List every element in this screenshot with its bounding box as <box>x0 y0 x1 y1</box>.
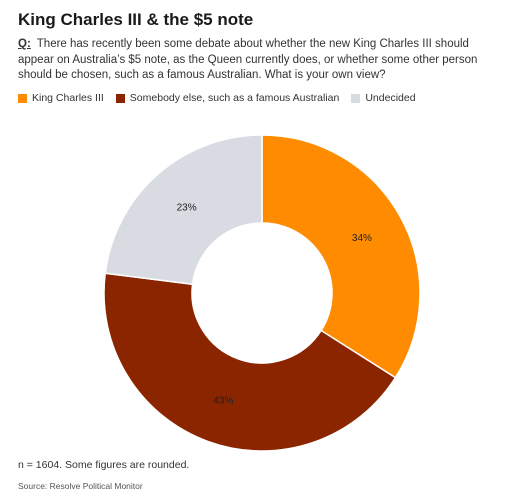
slice-king <box>261 134 421 379</box>
slice-label-undecided: 23% <box>177 202 197 213</box>
source-note: Source: Resolve Political Monitor <box>18 481 143 491</box>
legend-swatch-someone-else <box>115 93 125 103</box>
slice-label-someone-else: 43% <box>213 395 233 406</box>
slice-label-king: 34% <box>352 233 372 244</box>
legend-item-undecided: Undecided <box>351 92 416 104</box>
chart-title: King Charles III & the $5 note <box>18 10 254 29</box>
legend-item-someone-else: Somebody else, such as a famous Australi… <box>115 92 340 104</box>
legend-label-someone-else: Somebody else, such as a famous Australi… <box>129 92 340 104</box>
legend-swatch-undecided <box>351 93 361 103</box>
sample-note: n = 1604. Some figures are rounded. <box>18 459 190 471</box>
question-label: Q: <box>18 38 31 50</box>
legend-label-king: King Charles III <box>32 92 104 104</box>
legend-label-undecided: Undecided <box>365 92 416 104</box>
legend: King Charles III Somebody else, such as … <box>18 92 416 104</box>
slice-undecided <box>104 134 263 286</box>
survey-question: Q: There has recently been some debate a… <box>18 37 500 84</box>
legend-swatch-king <box>18 93 27 103</box>
legend-item-king: King Charles III <box>18 92 104 104</box>
question-text: There has recently been some debate abou… <box>18 38 478 81</box>
slice-someone-else <box>103 272 397 452</box>
donut-chart: 34% 43% 23% <box>103 134 421 452</box>
